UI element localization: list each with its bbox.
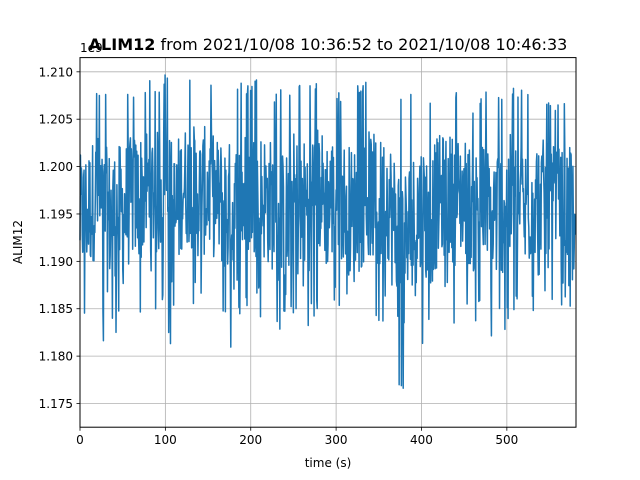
plot-area	[79, 74, 576, 390]
x-tick-label: 200	[239, 433, 262, 447]
y-tick-label: 1.205	[39, 113, 73, 127]
chart-title-bold: ALIM12	[89, 35, 156, 54]
x-tick-label: 400	[410, 433, 433, 447]
chart-title-rest: from 2021/10/08 10:36:52 to 2021/10/08 1…	[155, 35, 567, 54]
x-tick-label: 500	[495, 433, 518, 447]
chart-title: ALIM12 from 2021/10/08 10:36:52 to 2021/…	[89, 35, 568, 54]
y-tick-label: 1.175	[39, 397, 73, 411]
y-tick-label: 1.195	[39, 207, 73, 221]
x-axis: 0 100 200 300 400 500	[76, 427, 518, 447]
y-tick-label: 1.210	[39, 65, 73, 79]
axes-frame	[79, 57, 577, 428]
x-tick-label: 300	[325, 433, 348, 447]
y-tick-label: 1.180	[39, 350, 73, 364]
series-line	[79, 74, 576, 390]
y-axis: 1.175 1.180 1.185 1.190 1.195 1.200 1.205 1.210	[39, 65, 80, 411]
y-tick-label: 1.200	[39, 160, 73, 174]
y-tick-label: 1.190	[39, 255, 73, 269]
y-axis-label: ALIM12	[11, 220, 25, 264]
y-offset-text: 1e9	[80, 41, 103, 55]
y-tick-label: 1.185	[39, 302, 73, 316]
x-tick-label: 0	[76, 433, 84, 447]
x-axis-label: time (s)	[305, 456, 352, 470]
x-tick-label: 100	[154, 433, 177, 447]
